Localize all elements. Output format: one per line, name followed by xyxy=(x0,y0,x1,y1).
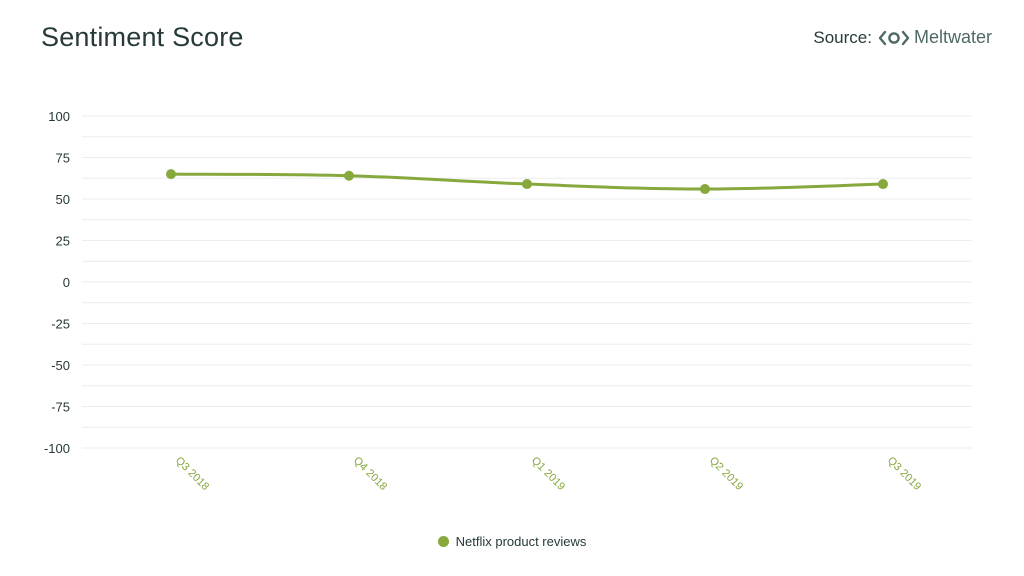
y-tick-label: -25 xyxy=(51,317,70,332)
y-tick-label: -50 xyxy=(51,358,70,373)
y-tick-label: 75 xyxy=(56,151,70,166)
meltwater-brand[interactable]: Meltwater xyxy=(878,27,992,48)
source-attribution: Source: Meltwater xyxy=(813,27,992,48)
data-point[interactable] xyxy=(522,179,532,190)
x-axis-tick-labels: Q3 2018 Q4 2018 Q1 2019 Q2 2019 Q3 2019 xyxy=(173,455,923,493)
legend-label: Netflix product reviews xyxy=(455,534,587,549)
legend-marker xyxy=(437,536,449,547)
y-tick-label: 25 xyxy=(56,234,70,249)
y-tick-label: 50 xyxy=(56,192,70,207)
y-tick-label: -100 xyxy=(44,441,70,456)
data-point[interactable] xyxy=(166,169,176,180)
data-point[interactable] xyxy=(700,184,710,195)
data-point[interactable] xyxy=(344,170,354,181)
y-tick-label: 100 xyxy=(48,109,70,124)
x-tick-label: Q4 2018 xyxy=(351,455,389,493)
chart-title: Sentiment Score xyxy=(41,22,244,52)
y-axis-tick-labels: 100 75 50 25 0 -25 -50 -75 -100 xyxy=(44,109,70,456)
meltwater-logo-icon xyxy=(878,30,910,45)
series-netflix-product-reviews xyxy=(166,169,888,195)
x-tick-label: Q2 2019 xyxy=(707,455,745,493)
x-tick-label: Q1 2019 xyxy=(529,455,567,493)
x-tick-label: Q3 2019 xyxy=(885,455,923,493)
source-label: Source: xyxy=(813,27,872,47)
data-point[interactable] xyxy=(878,179,888,190)
y-tick-label: -75 xyxy=(51,400,70,415)
y-tick-label: 0 xyxy=(63,275,70,290)
grid-lines xyxy=(82,115,972,449)
legend[interactable]: Netflix product reviews xyxy=(0,534,1024,549)
x-tick-label: Q3 2018 xyxy=(173,455,211,493)
brand-name: Meltwater xyxy=(913,27,992,47)
